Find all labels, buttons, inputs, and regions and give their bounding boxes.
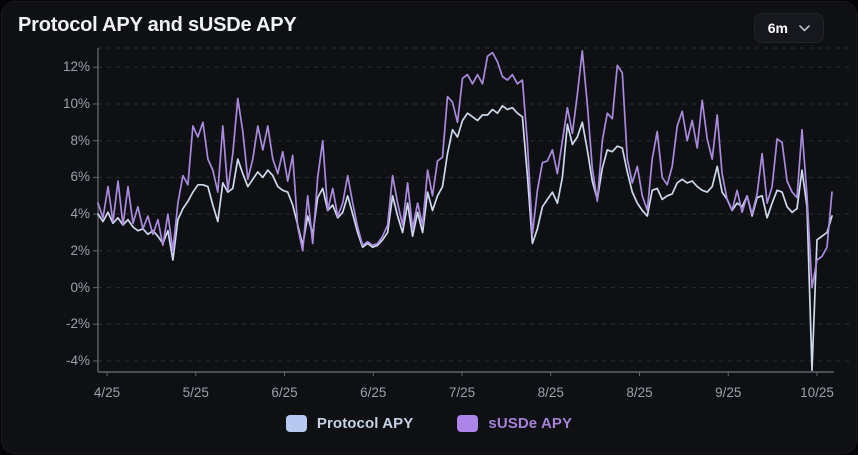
y-axis-label: -2% bbox=[65, 316, 90, 332]
time-range-selector[interactable]: 6m bbox=[753, 13, 824, 43]
x-axis-label: 8/25 bbox=[626, 385, 653, 400]
y-axis-label: -4% bbox=[65, 352, 90, 368]
susde-apy-line bbox=[97, 49, 833, 289]
y-axis-label: 6% bbox=[70, 169, 90, 185]
y-axis-label: 10% bbox=[62, 95, 90, 111]
x-axis-label: 8/25 bbox=[537, 385, 564, 400]
y-axis-label: 12% bbox=[62, 59, 90, 75]
x-axis-label: 4/25 bbox=[93, 385, 121, 400]
x-axis-label: 7/25 bbox=[448, 385, 476, 400]
chart-legend: Protocol APY sUSDe APY bbox=[2, 415, 856, 432]
y-axis-label: 0% bbox=[70, 279, 90, 295]
legend-label-susde-apy: sUSDe APY bbox=[488, 415, 573, 432]
legend-item-protocol-apy[interactable]: Protocol APY bbox=[285, 415, 414, 432]
chevron-down-icon bbox=[799, 24, 810, 31]
y-axis-label: 8% bbox=[70, 132, 90, 148]
x-axis-label: 9/25 bbox=[715, 385, 742, 400]
legend-label-protocol-apy: Protocol APY bbox=[316, 415, 414, 432]
page-title: Protocol APY and sUSDe APY bbox=[18, 14, 297, 36]
legend-item-susde-apy[interactable]: sUSDe APY bbox=[457, 415, 572, 432]
legend-swatch-susde-apy bbox=[457, 415, 479, 432]
x-axis-label: 6/25 bbox=[360, 385, 387, 400]
protocol-apy-line bbox=[97, 104, 833, 372]
time-range-value: 6m bbox=[767, 20, 788, 36]
legend-swatch-protocol-apy bbox=[285, 415, 307, 432]
x-axis-label: 10/25 bbox=[800, 385, 834, 400]
y-axis-label: 4% bbox=[70, 206, 90, 222]
x-axis-label: 5/25 bbox=[182, 385, 209, 400]
x-axis-label: 6/25 bbox=[271, 385, 298, 400]
y-axis-label: 2% bbox=[70, 242, 90, 258]
